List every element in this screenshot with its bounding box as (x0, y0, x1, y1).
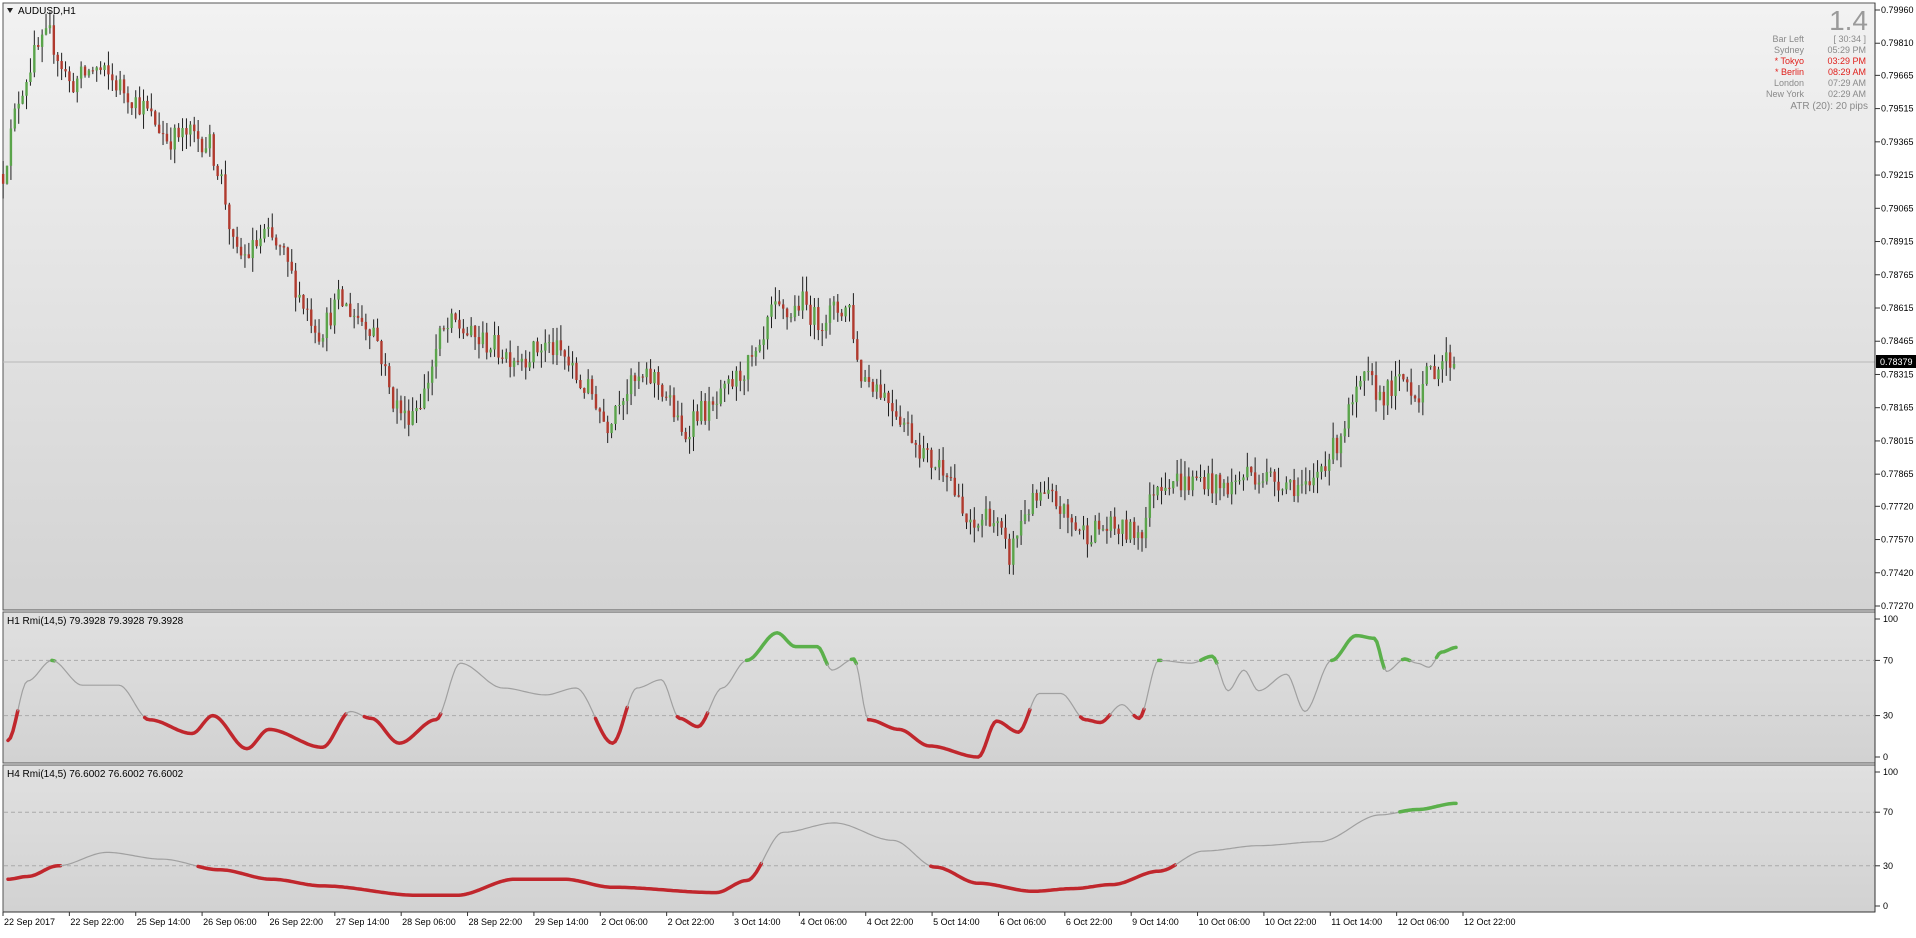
session-label: * Berlin (1775, 67, 1804, 77)
time-axis-label: 2 Oct 22:00 (668, 917, 715, 927)
h4-rmi-axis: 100 70 30 0 (1875, 767, 1898, 911)
h4-rmi-pane[interactable]: H4 Rmi(14,5) 76.6002 76.6002 76.6002 (3, 765, 1875, 912)
price-axis-label: 0.79665 (1881, 70, 1914, 80)
h1-rmi-title: H1 Rmi(14,5) 79.3928 79.3928 79.3928 (7, 616, 184, 627)
rmi-axis-label: 0 (1883, 901, 1888, 911)
price-axis-label: 0.79215 (1881, 170, 1914, 180)
time-axis-label: 28 Sep 06:00 (402, 917, 456, 927)
big-value-readout: 1.4 (1829, 5, 1868, 36)
time-axis-label: 27 Sep 14:00 (336, 917, 390, 927)
rmi-axis-label: 100 (1883, 614, 1898, 624)
time-axis-label: 12 Oct 22:00 (1464, 917, 1516, 927)
price-axis-label: 0.79365 (1881, 137, 1914, 147)
price-axis-label: 0.78915 (1881, 237, 1914, 247)
session-time: 03:29 PM (1827, 56, 1866, 66)
time-axis-label: 6 Oct 22:00 (1066, 917, 1113, 927)
session-label: Bar Left (1772, 34, 1804, 44)
candle (392, 386, 394, 412)
time-axis-label: 4 Oct 06:00 (800, 917, 847, 927)
price-axis-label: 0.77420 (1881, 568, 1914, 578)
price-axis-label: 0.77570 (1881, 535, 1914, 545)
rmi-axis-label: 30 (1883, 861, 1893, 871)
time-axis-label: 11 Oct 14:00 (1331, 917, 1382, 927)
time-axis-label: 10 Oct 22:00 (1265, 917, 1317, 927)
rmi-overbought-segment (1403, 659, 1410, 661)
h1-rmi-background (3, 612, 1875, 763)
price-axis-label: 0.78315 (1881, 369, 1914, 379)
time-axis-label: 4 Oct 22:00 (867, 917, 914, 927)
candle (6, 166, 8, 185)
time-axis-label: 9 Oct 14:00 (1132, 917, 1179, 927)
time-axis-label: 5 Oct 14:00 (933, 917, 980, 927)
time-axis-label: 22 Sep 22:00 (70, 917, 124, 927)
price-axis-label: 0.77270 (1881, 601, 1914, 611)
atr-readout: ATR (20): 20 pips (1790, 101, 1868, 112)
price-axis-label: 0.79065 (1881, 203, 1914, 213)
session-time: 08:29 AM (1828, 67, 1866, 77)
price-axis-label: 0.77865 (1881, 469, 1914, 479)
price-axis-label: 0.78015 (1881, 436, 1914, 446)
time-axis-label: 2 Oct 06:00 (601, 917, 648, 927)
h4-rmi-background (3, 765, 1875, 912)
candle (154, 110, 156, 127)
time-axis-label: 22 Sep 2017 (4, 917, 55, 927)
rmi-axis-label: 30 (1883, 711, 1893, 721)
time-axis-label: 10 Oct 06:00 (1199, 917, 1251, 927)
price-axis-label: 0.78615 (1881, 303, 1914, 313)
session-label: * Tokyo (1775, 56, 1804, 66)
session-time: [ 30:34 ] (1833, 34, 1866, 44)
candle (213, 132, 215, 170)
h4-rmi-title: H4 Rmi(14,5) 76.6002 76.6002 76.6002 (7, 769, 184, 780)
rmi-axis-label: 70 (1883, 655, 1893, 665)
current-price-tag: 0.78379 (1876, 355, 1916, 368)
time-axis-label: 26 Sep 06:00 (203, 917, 257, 927)
time-axis-label: 26 Sep 22:00 (269, 917, 323, 927)
rmi-axis-label: 100 (1883, 767, 1898, 777)
price-axis-label: 0.79515 (1881, 104, 1914, 114)
session-label: Sydney (1774, 45, 1805, 55)
h1-rmi-pane[interactable]: H1 Rmi(14,5) 79.3928 79.3928 79.3928 (3, 612, 1875, 763)
price-pane-background (3, 3, 1875, 610)
time-axis-label: 3 Oct 14:00 (734, 917, 781, 927)
time-axis-label: 29 Sep 14:00 (535, 917, 589, 927)
h1-rmi-axis: 100 70 30 0 (1875, 614, 1898, 762)
current-price-label: 0.78379 (1880, 357, 1913, 367)
price-axis-label: 0.78465 (1881, 336, 1914, 346)
time-axis-label: 28 Sep 22:00 (469, 917, 523, 927)
rmi-axis-label: 70 (1883, 807, 1893, 817)
time-axis-label: 6 Oct 06:00 (999, 917, 1046, 927)
time-axis[interactable]: 22 Sep 2017 22 Sep 22:00 25 Sep 14:00 26 Se… (3, 912, 1875, 927)
session-time: 07:29 AM (1828, 78, 1866, 88)
rmi-axis-label: 0 (1883, 752, 1888, 762)
price-pane[interactable]: AUDUSD,H1 1.4 Bar Left [ 30:34 ] Sydney 05:… (2, 3, 1875, 610)
session-label: London (1774, 78, 1804, 88)
time-axis-label: 12 Oct 06:00 (1398, 917, 1450, 927)
price-axis-label: 0.79960 (1881, 5, 1914, 15)
session-time: 02:29 AM (1828, 89, 1866, 99)
price-axis-label: 0.77720 (1881, 501, 1914, 511)
session-label: New York (1766, 89, 1805, 99)
session-time: 05:29 PM (1827, 45, 1866, 55)
price-axis-label: 0.79810 (1881, 38, 1914, 48)
price-axis-label: 0.78165 (1881, 403, 1914, 413)
chart-title: AUDUSD,H1 (18, 6, 76, 17)
candle (1129, 519, 1131, 543)
price-axis-label: 0.78765 (1881, 270, 1914, 280)
time-axis-label: 25 Sep 14:00 (137, 917, 191, 927)
